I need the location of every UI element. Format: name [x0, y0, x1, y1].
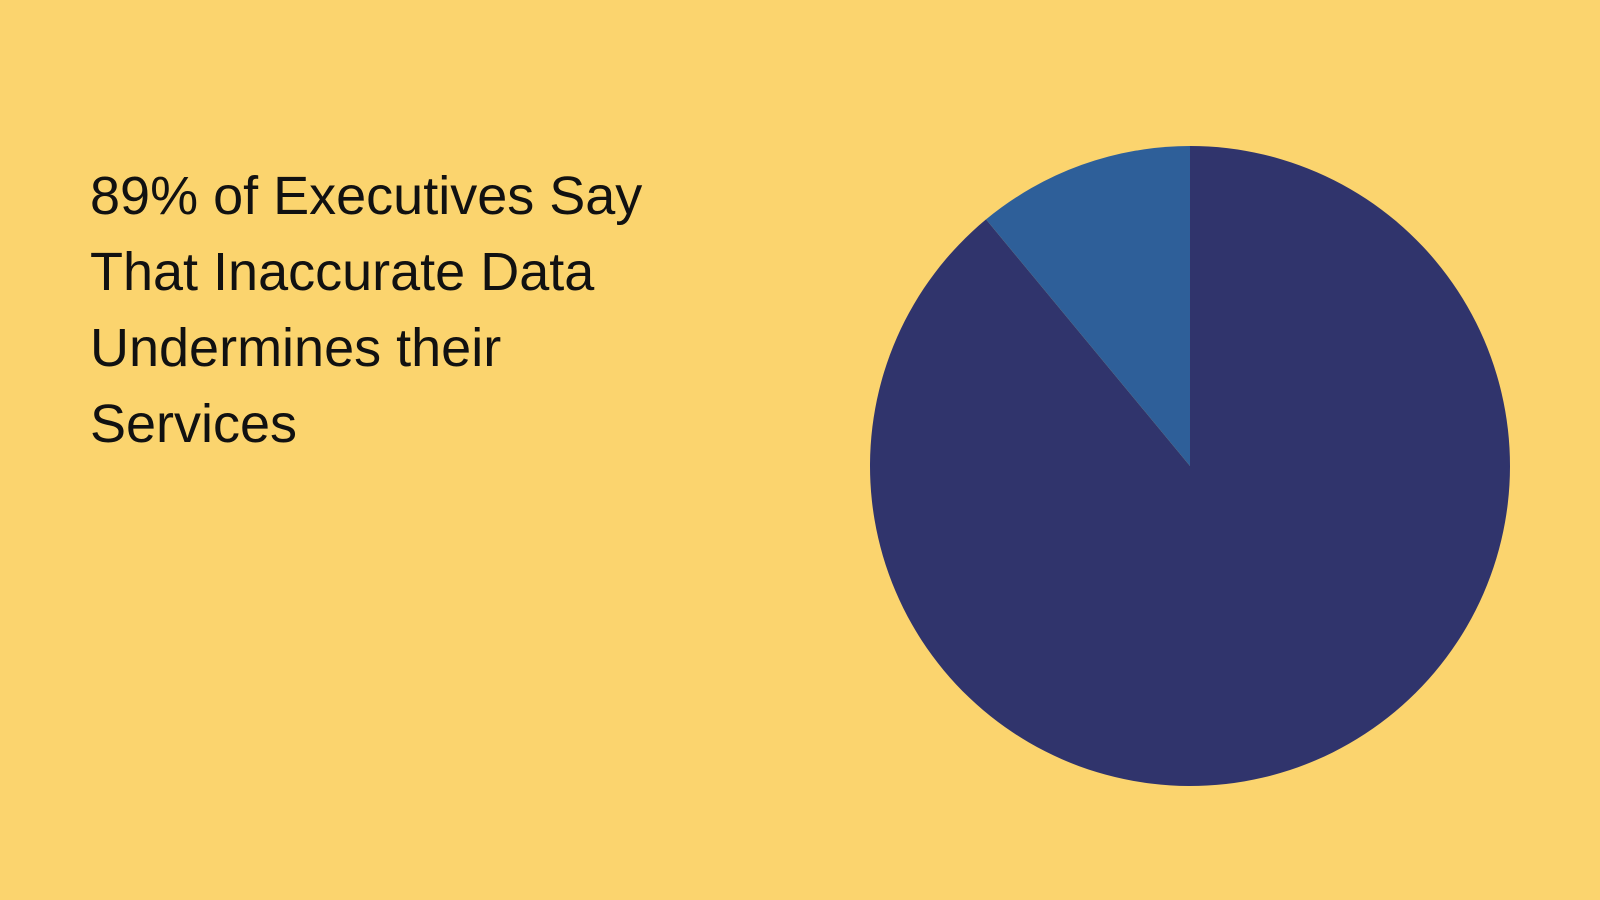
- chart-title: 89% of Executives Say That Inaccurate Da…: [90, 166, 643, 454]
- pie-slices: [870, 146, 1510, 786]
- pie-slice-2: [986, 146, 1190, 466]
